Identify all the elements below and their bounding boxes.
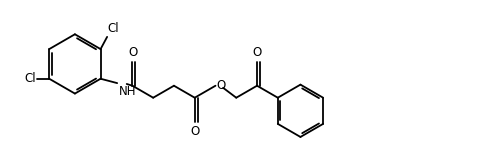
Text: O: O — [216, 79, 226, 92]
Text: Cl: Cl — [108, 22, 119, 35]
Text: O: O — [253, 46, 262, 59]
Text: O: O — [128, 46, 137, 59]
Text: Cl: Cl — [25, 72, 36, 85]
Text: NH: NH — [119, 85, 136, 98]
Text: O: O — [190, 125, 199, 138]
